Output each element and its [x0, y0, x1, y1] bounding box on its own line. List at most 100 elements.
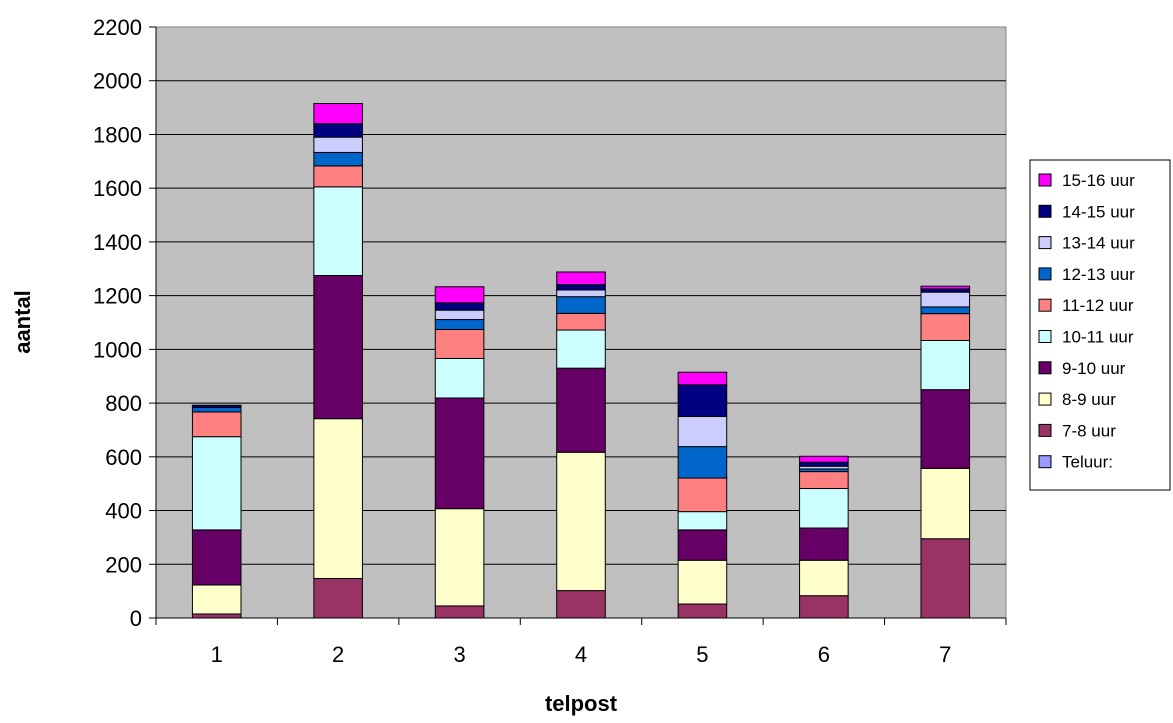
legend-label: 10-11 uur [1062, 328, 1134, 347]
bar-segment [920, 467, 971, 540]
legend-swatch [1038, 173, 1052, 187]
x-tick-labels: 1 2 3 4 5 6 7 [211, 642, 952, 667]
bar-segment [799, 527, 849, 561]
bar-segment [313, 151, 363, 167]
y-tick-label: 200 [105, 552, 142, 577]
bar-segment [313, 165, 363, 188]
bar-segment [677, 603, 728, 619]
bar-segment [434, 357, 485, 399]
bar-segment [434, 319, 485, 330]
legend-label: Teluur: [1062, 453, 1113, 472]
y-tick-label: 400 [105, 499, 142, 524]
bar-segment [677, 446, 728, 479]
legend-label: 11-12 uur [1062, 296, 1134, 315]
x-tick-label: 7 [939, 642, 951, 667]
legend-label: 7-8 uur [1062, 421, 1116, 440]
y-tick-label: 600 [105, 445, 142, 470]
legend-swatch [1038, 267, 1052, 281]
bar-segment [191, 584, 242, 615]
legend-label: 13-14 uur [1062, 234, 1135, 253]
bar-segment [920, 285, 971, 290]
legend-label: 12-13 uur [1062, 265, 1135, 284]
bar-segment [677, 477, 728, 513]
bar-segment [556, 296, 606, 314]
y-tick-label: 1000 [93, 337, 142, 362]
y-tick-label: 0 [130, 606, 142, 631]
bar-segment [434, 309, 485, 321]
legend: 15-16 uur 14-15 uur 13-14 uur 12-13 uur 11-1… [1029, 159, 1171, 491]
y-tick-label: 800 [105, 391, 142, 416]
bar-segment [191, 404, 242, 408]
legend-label: 9-10 uur [1062, 359, 1126, 378]
y-tick-label: 1200 [93, 284, 142, 309]
bar-segment [191, 436, 242, 531]
x-tick-label: 3 [453, 642, 465, 667]
bar-segment [677, 559, 728, 605]
bar-segment [799, 461, 849, 467]
bar-segment [799, 455, 849, 463]
bar-segment [677, 529, 728, 561]
legend-label: 14-15 uur [1062, 202, 1135, 221]
y-tick-label: 1400 [93, 230, 142, 255]
bar-segment [191, 613, 242, 619]
bar-segment [677, 416, 728, 448]
bar-segment [556, 289, 606, 298]
bar-segment [434, 605, 485, 619]
bar-segment [313, 136, 363, 153]
legend-swatch [1038, 236, 1052, 250]
bar-segment [799, 559, 849, 597]
legend-swatch [1038, 423, 1052, 437]
y-tick-labels: 0 200 400 600 800 1000 1200 1400 1600 1800 2000 220… [93, 15, 142, 631]
legend-box [1029, 159, 1171, 491]
bar-segment [677, 371, 728, 386]
legend-swatch [1038, 204, 1052, 218]
bar-segment [556, 284, 606, 291]
bar-segment [556, 451, 606, 592]
bar-segment [920, 306, 971, 315]
bar-segment [799, 595, 849, 619]
bar-segment [434, 286, 485, 304]
legend-swatch [1038, 361, 1052, 375]
y-tick-label: 1600 [93, 176, 142, 201]
legend-swatch [1038, 455, 1052, 469]
bar-segment [191, 411, 242, 438]
gridlines [156, 80, 1006, 565]
x-tick-label: 6 [818, 642, 830, 667]
bar-segment [556, 329, 606, 369]
legend-label: 15-16 uur [1062, 171, 1135, 190]
bar-segment [920, 291, 971, 308]
bar-segment [313, 274, 363, 420]
bar-segment [799, 471, 849, 490]
x-axis-title: telpost [545, 691, 618, 716]
bar-segment [313, 578, 363, 619]
bar-segment [677, 511, 728, 531]
bar-segment [434, 328, 485, 359]
y-tick-label: 2000 [93, 69, 142, 94]
bar-segment [920, 339, 971, 391]
bar-segment [191, 406, 242, 413]
legend-label: 8-9 uur [1062, 390, 1116, 409]
x-tick-label: 4 [575, 642, 587, 667]
bar-segment [313, 103, 363, 125]
bar-segment [920, 538, 971, 619]
bar-segment [434, 508, 485, 607]
axes [149, 26, 1007, 625]
bar-segment [191, 529, 242, 586]
bars [191, 103, 971, 619]
legend-swatch [1038, 392, 1052, 406]
x-tick-label: 5 [696, 642, 708, 667]
bar-segment [434, 397, 485, 510]
bar-segment [313, 418, 363, 580]
y-tick-label: 1800 [93, 122, 142, 147]
y-tick-label: 2200 [93, 15, 142, 40]
bar-segment [556, 312, 606, 331]
bar-segment [313, 186, 363, 276]
bar-segment [920, 313, 971, 341]
legend-swatch [1038, 330, 1052, 343]
bar-segment [313, 123, 363, 138]
bar-segment [677, 384, 728, 418]
bar-segment [556, 271, 606, 286]
x-tick-label: 2 [332, 642, 344, 667]
